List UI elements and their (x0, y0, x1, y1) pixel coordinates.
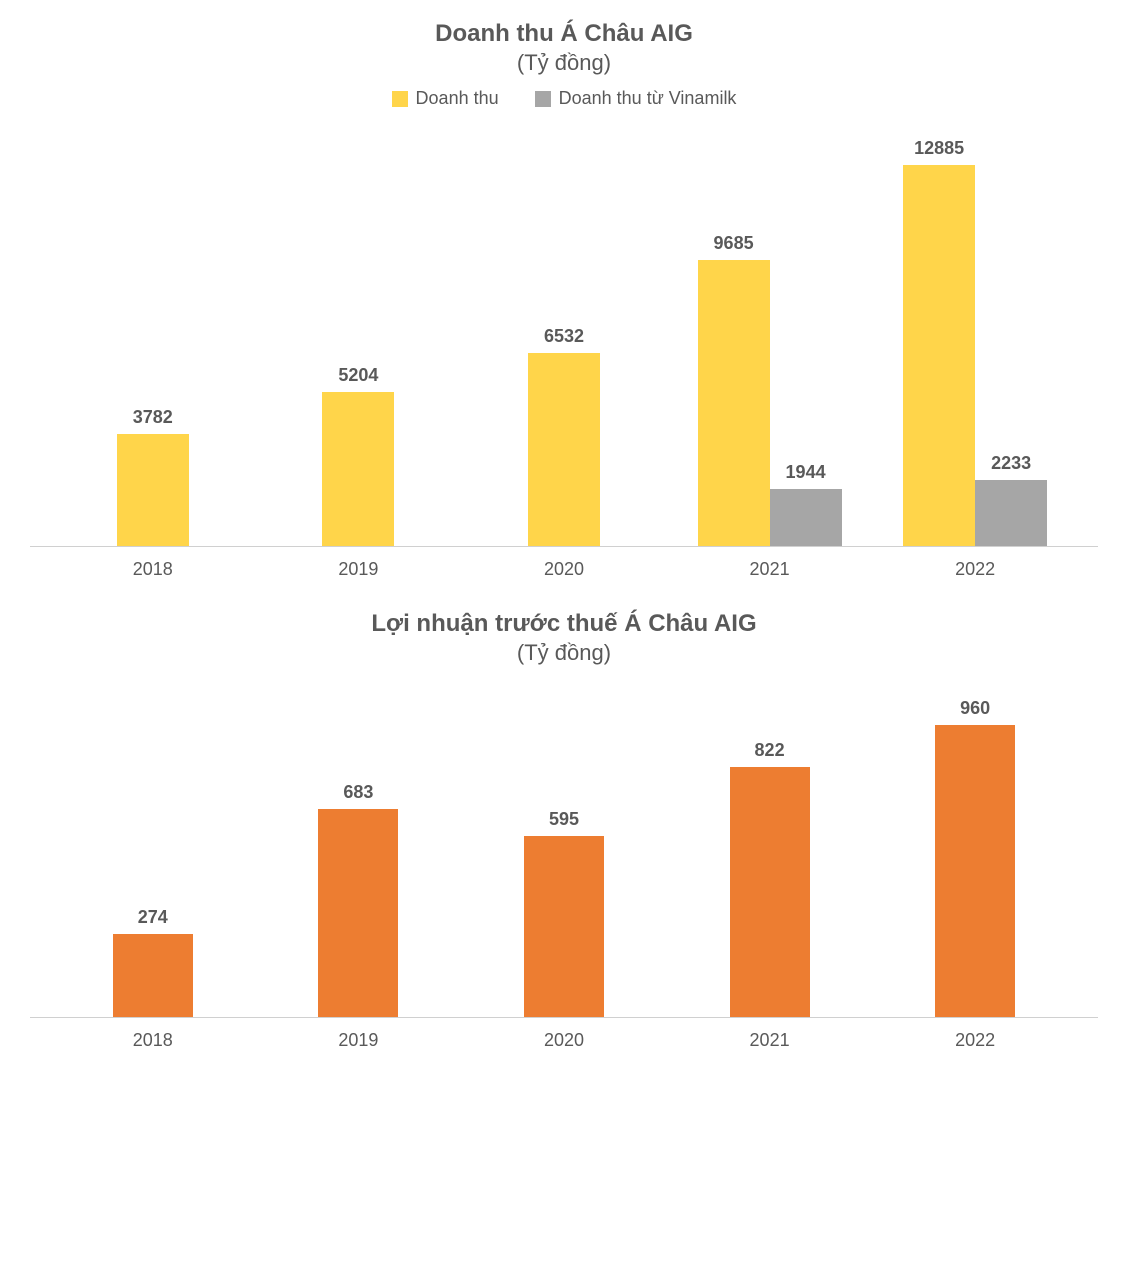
bar: 683 (318, 678, 398, 1017)
bar-value-label: 12885 (914, 138, 964, 159)
x-tick: 2020 (461, 1030, 667, 1051)
bar-group: 6532 (461, 127, 667, 546)
bar-rect (698, 260, 770, 546)
bar: 960 (935, 678, 1015, 1017)
chart2-x-axis: 20182019202020212022 (30, 1018, 1098, 1051)
bar-rect (903, 165, 975, 546)
bar: 6532 (528, 127, 600, 546)
bar-value-label: 960 (960, 698, 990, 719)
bar: 9685 (698, 127, 770, 546)
bar: 274 (113, 678, 193, 1017)
bar-rect (770, 489, 842, 546)
bar-value-label: 683 (343, 782, 373, 803)
chart2-subtitle: (Tỷ đồng) (30, 640, 1098, 666)
bar-rect (318, 809, 398, 1017)
chart1-subtitle: (Tỷ đồng) (30, 50, 1098, 76)
x-tick: 2022 (872, 1030, 1078, 1051)
chart2-plot-area: 274 683 595 822 960 (30, 678, 1098, 1018)
bar-rect (935, 725, 1015, 1017)
bar-value-label: 595 (549, 809, 579, 830)
bar-value-label: 274 (138, 907, 168, 928)
bar-value-label: 1944 (786, 462, 826, 483)
chart1-title: Doanh thu Á Châu AIG (30, 20, 1098, 48)
bar: 1944 (770, 127, 842, 546)
x-tick: 2019 (256, 1030, 462, 1051)
x-tick: 2020 (461, 559, 667, 580)
bar: 3782 (117, 127, 189, 546)
legend-label-series-0: Doanh thu (416, 88, 499, 109)
x-tick: 2022 (872, 559, 1078, 580)
bar-rect (322, 392, 394, 546)
bar-value-label: 3782 (133, 407, 173, 428)
bar-group: 822 (667, 678, 873, 1017)
chart1-x-axis: 20182019202020212022 (30, 547, 1098, 580)
bar: 2233 (975, 127, 1047, 546)
bar-rect (117, 434, 189, 546)
bar-value-label: 6532 (544, 326, 584, 347)
bar-value-label: 5204 (338, 365, 378, 386)
bar-rect (528, 353, 600, 546)
bar-group: 12885 2233 (872, 127, 1078, 546)
x-tick: 2021 (667, 559, 873, 580)
legend-item-doanh-thu: Doanh thu (392, 88, 499, 109)
bar-rect (524, 836, 604, 1017)
legend-label-series-1: Doanh thu từ Vinamilk (559, 88, 737, 109)
bar-value-label: 9685 (714, 233, 754, 254)
x-tick: 2021 (667, 1030, 873, 1051)
bar-group: 3782 (50, 127, 256, 546)
bar: 595 (524, 678, 604, 1017)
legend-swatch-series-1 (535, 91, 551, 107)
bar-rect (113, 934, 193, 1017)
x-tick: 2018 (50, 1030, 256, 1051)
bar: 822 (730, 678, 810, 1017)
profit-chart: Lợi nhuận trước thuế Á Châu AIG (Tỷ đồng… (30, 610, 1098, 1051)
revenue-chart: Doanh thu Á Châu AIG (Tỷ đồng) Doanh thu… (30, 20, 1098, 580)
x-tick: 2018 (50, 559, 256, 580)
bar: 5204 (322, 127, 394, 546)
bar-value-label: 822 (755, 740, 785, 761)
bar-group: 9685 1944 (667, 127, 873, 546)
bar-rect (730, 767, 810, 1017)
bar-group: 274 (50, 678, 256, 1017)
bar-group: 683 (256, 678, 462, 1017)
legend-swatch-series-0 (392, 91, 408, 107)
chart2-title: Lợi nhuận trước thuế Á Châu AIG (30, 610, 1098, 638)
x-tick: 2019 (256, 559, 462, 580)
chart1-legend: Doanh thu Doanh thu từ Vinamilk (30, 88, 1098, 109)
legend-item-vinamilk: Doanh thu từ Vinamilk (535, 88, 737, 109)
bar-group: 5204 (256, 127, 462, 546)
bar-rect (975, 480, 1047, 546)
bar: 12885 (903, 127, 975, 546)
bar-value-label: 2233 (991, 453, 1031, 474)
bar-group: 595 (461, 678, 667, 1017)
chart1-plot-area: 3782 5204 6532 9685 1944 12885 2233 (30, 127, 1098, 547)
bar-group: 960 (872, 678, 1078, 1017)
